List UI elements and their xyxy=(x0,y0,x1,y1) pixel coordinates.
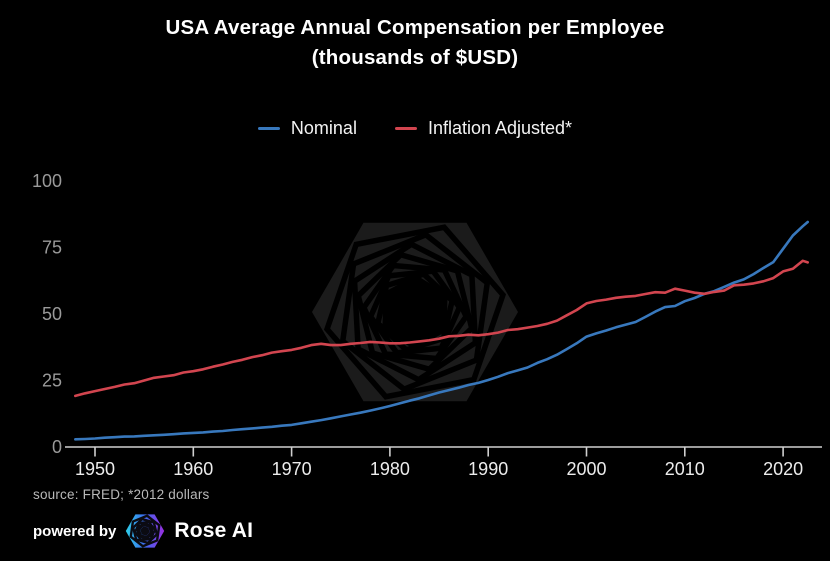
chart-title-line1: USA Average Annual Compensation per Empl… xyxy=(165,16,665,39)
x-tick-label: 1960 xyxy=(173,459,213,479)
y-tick-label: 100 xyxy=(32,171,62,191)
x-tick-label: 1990 xyxy=(468,459,508,479)
x-tick-label: 2000 xyxy=(566,459,606,479)
chart-title: USA Average Annual Compensation per Empl… xyxy=(0,13,830,73)
watermark-rose-logo xyxy=(312,222,518,402)
x-tick-label: 2020 xyxy=(763,459,803,479)
y-tick-label: 75 xyxy=(42,238,62,258)
legend-label-inflation-adjusted: Inflation Adjusted* xyxy=(427,118,573,138)
series-line-nominal xyxy=(74,220,810,441)
powered-by-bar: powered by Rose AI xyxy=(33,509,253,553)
legend-swatch-inflation-adjusted-icon xyxy=(394,127,417,130)
legend: Nominal Inflation Adjusted* xyxy=(0,118,830,139)
x-tick-label: 2010 xyxy=(665,459,705,479)
legend-swatch-nominal-icon xyxy=(257,127,280,130)
series-line-inflation-adjusted xyxy=(74,259,810,398)
source-note: source: FRED; *2012 dollars xyxy=(33,487,210,502)
brand-name: Rose AI xyxy=(174,519,254,542)
rose-ai-logo-icon xyxy=(126,514,165,548)
x-tick-label: 1980 xyxy=(370,459,410,479)
powered-by-label: powered by xyxy=(33,522,117,540)
legend-item-nominal: Nominal xyxy=(257,118,357,139)
x-tick-label: 1970 xyxy=(272,459,312,479)
y-tick-label: 50 xyxy=(42,304,62,324)
legend-label-nominal: Nominal xyxy=(290,118,357,138)
chart-title-line2: (thousands of $USD) xyxy=(311,46,519,69)
y-tick-label: 0 xyxy=(52,437,62,457)
x-tick-label: 1950 xyxy=(75,459,115,479)
legend-item-inflation-adjusted: Inflation Adjusted* xyxy=(394,118,573,139)
y-tick-label: 25 xyxy=(42,371,62,391)
